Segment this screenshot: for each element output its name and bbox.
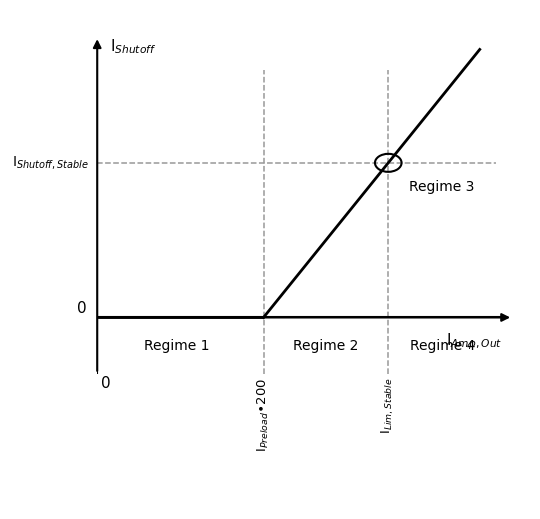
Text: I$_{Shutoff,Stable}$: I$_{Shutoff,Stable}$ (12, 154, 89, 171)
Text: Regime 3: Regime 3 (409, 180, 475, 194)
Text: I$_{Shutoff}$: I$_{Shutoff}$ (110, 38, 156, 57)
Text: Regime 4: Regime 4 (410, 338, 475, 352)
Text: 0: 0 (77, 301, 87, 316)
Text: Regime 1: Regime 1 (144, 338, 210, 352)
Text: I$_{Preload}$$\bullet$200: I$_{Preload}$$\bullet$200 (256, 378, 271, 452)
Text: 0: 0 (102, 376, 111, 391)
Text: I$_{Lim,Stable}$: I$_{Lim,Stable}$ (380, 378, 396, 434)
Text: I$_{Amp,Out}$: I$_{Amp,Out}$ (447, 332, 503, 352)
Text: Regime 2: Regime 2 (293, 338, 359, 352)
